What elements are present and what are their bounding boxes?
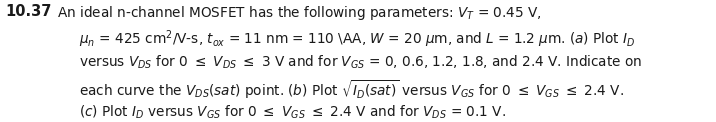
Text: versus $V_{DS}$ for 0 $\leq$ $V_{DS}$ $\leq$ 3 V and for $V_{GS}$ = 0, 0.6, 1.2,: versus $V_{DS}$ for 0 $\leq$ $V_{DS}$ $\… — [79, 54, 642, 71]
Text: each curve the $V_{DS}$$(sat)$ point. $(b)$ Plot $\sqrt{I_D(sat)}$ versus $V_{GS: each curve the $V_{DS}$$(sat)$ point. $(… — [79, 79, 624, 101]
Text: 10.37: 10.37 — [6, 4, 52, 19]
Text: $(c)$ Plot $I_D$ versus $V_{GS}$ for 0 $\leq$ $V_{GS}$ $\leq$ 2.4 V and for $V_{: $(c)$ Plot $I_D$ versus $V_{GS}$ for 0 $… — [79, 104, 506, 121]
Text: $\mu_n$ = 425 cm$^2$/V-s, $t_{ox}$ = 11 nm = 110 \AA, $W$ = 20 $\mu$m, and $L$ =: $\mu_n$ = 425 cm$^2$/V-s, $t_{ox}$ = 11 … — [79, 29, 636, 50]
Text: An ideal n-channel MOSFET has the following parameters: $V_T$ = 0.45 V,: An ideal n-channel MOSFET has the follow… — [57, 4, 542, 22]
